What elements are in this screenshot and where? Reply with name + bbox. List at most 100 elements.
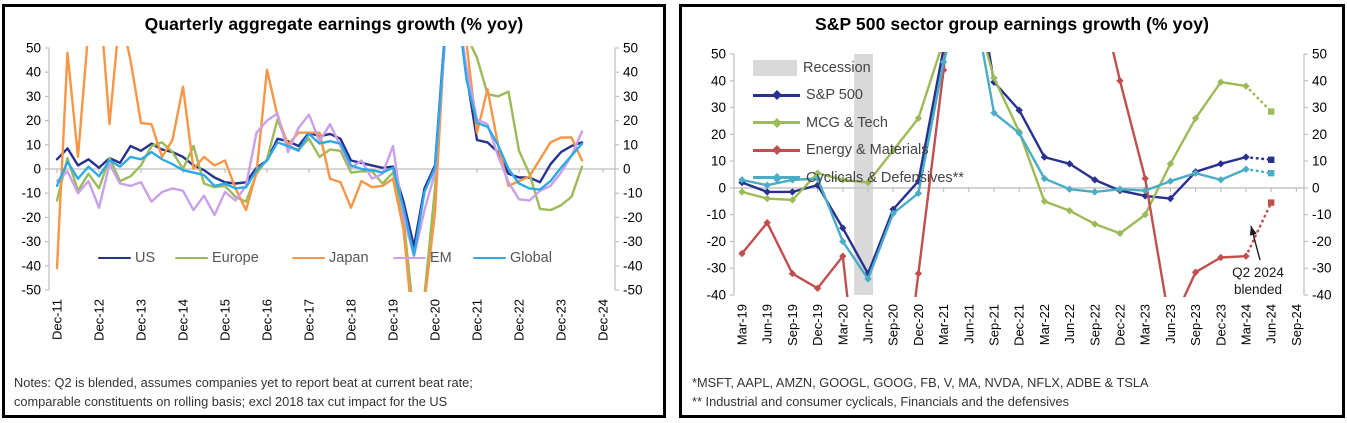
svg-text:Dec-22: Dec-22	[512, 299, 527, 341]
right-chart-plot: -40 -40 -30 -30 -20 -20 -10 -10 0 0 10 10 20 20 30 30 40…	[706, 47, 1331, 346]
svg-text:Dec-18: Dec-18	[344, 299, 359, 341]
svg-text:40: 40	[623, 65, 638, 80]
svg-text:Dec-23: Dec-23	[554, 299, 569, 341]
svg-text:-50: -50	[21, 283, 41, 298]
svg-text:Sep-23: Sep-23	[1188, 304, 1203, 346]
svg-text:Dec-11: Dec-11	[50, 299, 65, 340]
svg-text:-20: -20	[706, 234, 726, 249]
svg-text:Mar-22: Mar-22	[1037, 304, 1052, 345]
svg-text:50: 50	[623, 41, 638, 56]
svg-text:-10: -10	[623, 186, 643, 201]
svg-text:Mar-20: Mar-20	[835, 304, 850, 345]
svg-text:-30: -30	[623, 234, 643, 249]
svg-text:10: 10	[711, 154, 726, 169]
svg-text:0: 0	[33, 162, 41, 177]
svg-text:-30: -30	[706, 261, 726, 276]
svg-text:30: 30	[1312, 100, 1327, 115]
svg-text:Mar-19: Mar-19	[735, 304, 750, 345]
svg-text:Jun-22: Jun-22	[1062, 304, 1077, 344]
svg-text:Dec-20: Dec-20	[428, 299, 443, 341]
legend-item-global: Global	[473, 247, 552, 269]
svg-text:-40: -40	[623, 258, 643, 273]
legend-label-japan: Japan	[329, 250, 369, 266]
svg-text:-10: -10	[21, 186, 41, 201]
svg-text:-40: -40	[21, 258, 41, 273]
legend-item-japan: Japan	[292, 247, 369, 269]
legend-label-europe: Europe	[212, 250, 259, 266]
svg-text:Dec-19: Dec-19	[810, 304, 825, 346]
series-global	[55, 46, 584, 257]
svg-text:Dec-15: Dec-15	[218, 299, 233, 341]
svg-text:0: 0	[718, 180, 726, 195]
svg-text:30: 30	[26, 89, 41, 104]
svg-text:20: 20	[623, 113, 638, 128]
svg-text:Dec-21: Dec-21	[470, 299, 485, 341]
svg-text:Jun-21: Jun-21	[961, 304, 976, 344]
svg-text:10: 10	[1312, 154, 1327, 169]
svg-text:Sep-20: Sep-20	[886, 304, 901, 346]
svg-text:Mar-24: Mar-24	[1239, 304, 1254, 345]
svg-text:Jun-23: Jun-23	[1163, 304, 1178, 344]
svg-text:Mar-23: Mar-23	[1138, 304, 1153, 345]
svg-text:-10: -10	[706, 207, 726, 222]
annotation-line-2: blended	[1233, 282, 1283, 297]
svg-text:Dec-21: Dec-21	[1012, 304, 1027, 346]
energy-materials-line-swatch	[753, 145, 800, 156]
svg-text:Mar-21: Mar-21	[936, 304, 951, 345]
legend-item-em: EM	[393, 247, 452, 269]
svg-text:-10: -10	[1312, 207, 1332, 222]
axes: -40 -40 -30 -30 -20 -20 -10 -10 0 0 10 10 20 20 30 30 40…	[706, 47, 1331, 346]
svg-text:Sep-19: Sep-19	[785, 304, 800, 346]
svg-text:Dec-13: Dec-13	[134, 299, 149, 341]
legend-item-recession: Recession	[753, 54, 964, 82]
svg-text:20: 20	[26, 113, 41, 128]
svg-text:40: 40	[1312, 73, 1327, 88]
svg-text:Jun-20: Jun-20	[861, 304, 876, 344]
panel-left-inner: Quarterly aggregate earnings growth (% y…	[5, 7, 663, 415]
svg-text:Dec-14: Dec-14	[176, 299, 191, 341]
japan-line-swatch	[292, 256, 325, 260]
svg-text:30: 30	[623, 89, 638, 104]
sp500-line-swatch	[753, 90, 800, 101]
europe-line-swatch	[175, 256, 208, 260]
notes-line-1: Notes: Q2 is blended, assumes companies …	[14, 375, 473, 390]
recession-band	[854, 54, 874, 295]
svg-text:Dec-16: Dec-16	[260, 299, 275, 341]
global-line-swatch	[473, 256, 506, 260]
legend-label-mcg-tech: MCG & Tech	[806, 114, 888, 131]
svg-text:50: 50	[711, 47, 726, 62]
cyclicals-defensives-diamond-marker	[771, 172, 782, 183]
svg-text:Jun-24: Jun-24	[1264, 304, 1279, 344]
legend-item-cyclicals-defensives: Cyclicals & Defensives**	[753, 164, 964, 192]
svg-text:30: 30	[711, 100, 726, 115]
svg-text:0: 0	[1312, 180, 1320, 195]
legend-item-europe: Europe	[175, 247, 259, 269]
legend-item-us: US	[98, 247, 155, 269]
panel-right-inner: S&P 500 sector group earnings growth (% …	[682, 7, 1342, 415]
us-line-swatch	[98, 256, 131, 260]
cyclicals-defensives-line-swatch	[753, 172, 800, 183]
svg-text:50: 50	[26, 41, 41, 56]
svg-text:10: 10	[26, 137, 41, 152]
panel-quarterly-earnings-chart: Quarterly aggregate earnings growth (% y…	[2, 4, 666, 418]
svg-text:40: 40	[711, 73, 726, 88]
annotation-arrow	[1249, 225, 1261, 261]
legend-label-cyclicals-defensives: Cyclicals & Defensives**	[806, 169, 964, 186]
panel-sp500-sector-chart: S&P 500 sector group earnings growth (% …	[679, 4, 1345, 418]
svg-text:0: 0	[623, 162, 631, 177]
left-chart-notes: Notes: Q2 is blended, assumes companies …	[14, 373, 473, 411]
series-europe	[55, 46, 584, 292]
energy-materials-diamond-marker	[771, 145, 782, 156]
legend-label-sp500: S&P 500	[806, 87, 863, 104]
svg-text:Dec-22: Dec-22	[1113, 304, 1128, 346]
legend-label-em: EM	[430, 250, 452, 266]
legend-item-sp500: S&P 500	[753, 82, 964, 110]
svg-text:Dec-19: Dec-19	[386, 299, 401, 341]
svg-text:Dec-23: Dec-23	[1213, 304, 1228, 346]
svg-text:Sep-21: Sep-21	[987, 304, 1002, 346]
svg-text:Dec-24: Dec-24	[596, 299, 611, 341]
svg-text:-30: -30	[1312, 261, 1332, 276]
svg-text:50: 50	[1312, 47, 1327, 62]
recession-band-swatch	[753, 59, 797, 76]
